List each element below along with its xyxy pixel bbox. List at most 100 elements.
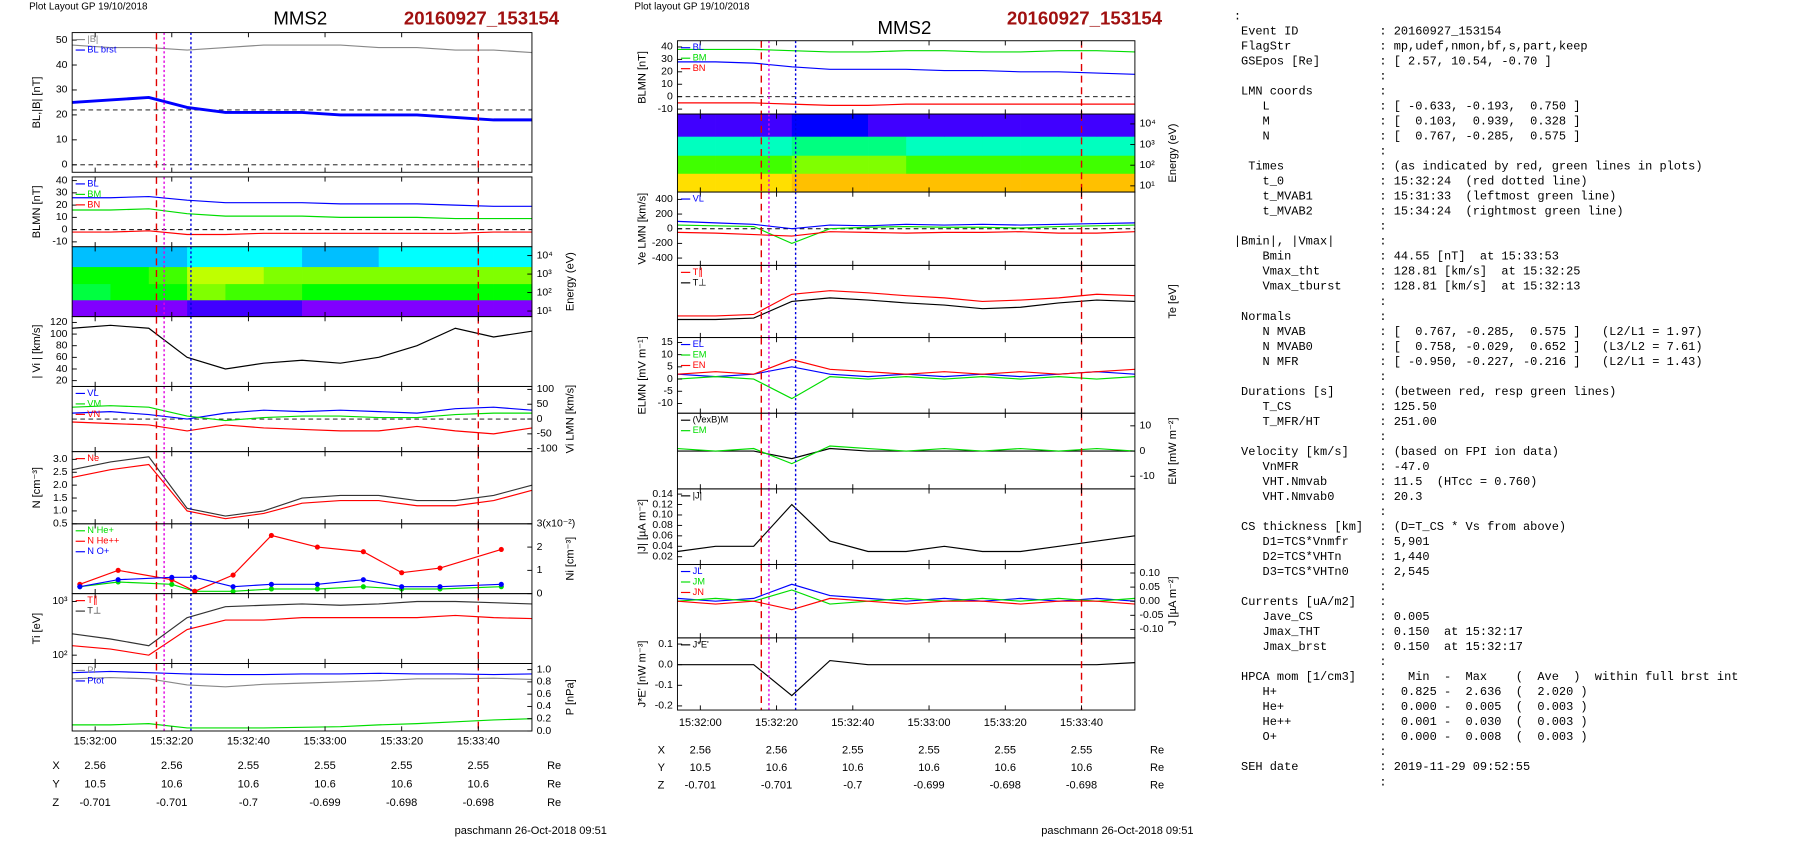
panel: 10² 10³ Ti [eV] T∥T⊥ <box>31 593 533 664</box>
ephemeris-value: 2.55 <box>238 760 260 772</box>
summary-value: : <box>1379 595 1386 609</box>
summary-key: D1=TCS*Vnmfr <box>1234 535 1349 549</box>
series-line <box>72 44 532 54</box>
spectrogram-cell <box>110 246 150 268</box>
y-axis-label: BLMN [nT] <box>31 185 43 238</box>
spectrogram-cell <box>1096 136 1136 156</box>
y-tick-label: 20 <box>661 67 673 78</box>
spectrogram-cell <box>944 173 983 193</box>
ephemeris-value: 2.56 <box>766 745 788 757</box>
spectrogram-cell <box>1058 136 1098 156</box>
spectrogram-cell <box>906 173 945 193</box>
ephemeris-value: 10.6 <box>766 762 788 774</box>
summary-value: : (as indicated by red, green lines in p… <box>1379 160 1702 174</box>
y-tick-label: 1.0 <box>53 506 68 517</box>
y-tick-label: -0.10 <box>1140 624 1164 635</box>
summary-key: N MVAB <box>1234 325 1306 339</box>
y-tick-label: 40 <box>56 60 68 71</box>
y-tick-label: 200 <box>655 209 673 220</box>
ephemeris-name: Y <box>52 778 60 790</box>
footer: paschmann 26-Oct-2018 09:51 <box>455 825 607 837</box>
spectrogram-cell <box>148 283 188 301</box>
y-tick-label: 0.05 <box>1140 582 1161 593</box>
summary-key: Jmax_brst <box>1234 640 1327 654</box>
spectrogram-cell <box>340 246 380 268</box>
summary-key: GSEpos [Re] <box>1234 55 1320 69</box>
y-tick-label: 10⁴ <box>537 250 553 261</box>
ephemeris-value: 10.6 <box>918 762 940 774</box>
panel: 0.020.040.060.080.100.120.14 |J| [µA m⁻²]… <box>636 488 1136 566</box>
spectrogram-cell <box>378 266 418 285</box>
y-tick-label: 10 <box>661 349 673 360</box>
spectrogram-cell <box>1096 155 1136 174</box>
legend-label: Pi <box>87 665 95 675</box>
ephemeris-value: 10.6 <box>842 762 864 774</box>
summary-key: Vmax_tht <box>1234 265 1320 279</box>
panel: 0 10 20 30 40 50 BL,|B| [nT] |B|BL brst <box>31 32 533 173</box>
plot-header: Plot layout GP 19/10/2018 <box>634 2 750 13</box>
series-line <box>72 600 532 647</box>
legend-label: JM <box>693 576 705 586</box>
spectrogram-cell <box>72 283 111 301</box>
series-marker <box>498 546 504 552</box>
series-line <box>677 445 1135 465</box>
ephemeris-value: -0.698 <box>1066 780 1097 792</box>
x-tick-label: 15:33:20 <box>380 735 423 747</box>
ephemeris-value: 2.56 <box>161 760 183 772</box>
legend-label: JN <box>693 587 704 597</box>
y-tick-label: 10 <box>661 79 673 90</box>
spectrogram-cell <box>715 136 755 156</box>
summary-value: : <box>1379 655 1386 669</box>
ephemeris-value: 10.6 <box>995 762 1017 774</box>
summary-value: : <box>1379 370 1386 384</box>
summary-key: Normals <box>1234 310 1291 324</box>
summary-value: : 0.825 - 2.636 ( 2.020 ) <box>1379 685 1587 699</box>
spectrogram-cell <box>110 299 150 317</box>
spectrogram-cell <box>829 136 869 156</box>
series-marker <box>360 577 366 583</box>
summary-value: : <box>1379 775 1386 789</box>
ephemeris-value: 2.56 <box>84 760 106 772</box>
spectrogram-cell <box>455 283 494 301</box>
summary-value: : <box>1379 70 1386 84</box>
y-tick-label: 0 <box>667 91 673 102</box>
spectrogram-cell <box>829 173 869 193</box>
legend-label: BN <box>693 63 706 73</box>
y-axis-label: J*E' [nW m⁻³] <box>636 641 648 708</box>
series-marker <box>437 584 443 590</box>
series-marker <box>192 588 198 594</box>
spectrogram-cell <box>1058 155 1098 174</box>
summary-value: : -47.0 <box>1379 460 1429 474</box>
y-axis-label: J [µA m⁻²] <box>1167 576 1179 626</box>
series-marker <box>192 574 198 580</box>
spectrogram-cell <box>753 114 793 137</box>
legend-label: T∥ <box>87 595 97 605</box>
summary-value: : 251.00 <box>1379 415 1436 429</box>
panel: -10 0 10 EM [mW m⁻²] (VexB)MEM <box>676 412 1179 490</box>
series-line <box>677 224 1135 245</box>
panel: 10¹ 10² 10³ 10⁴ Energy (eV) <box>676 113 1179 193</box>
spectrogram-cell <box>493 246 533 268</box>
y-tick-label: 15 <box>661 337 673 348</box>
spectrogram-cell <box>340 266 380 285</box>
legend-label: |B| <box>87 34 98 44</box>
spectrogram-cell <box>302 246 341 268</box>
ephemeris-value: -0.701 <box>156 797 187 809</box>
summary-key: Bmin <box>1234 250 1291 264</box>
y-tick-label: -100 <box>537 443 558 454</box>
y-tick-label: -5 <box>663 386 672 397</box>
plot-title: MMS2 <box>878 17 932 38</box>
summary-key: VnMFR <box>1234 460 1299 474</box>
series-line <box>72 718 532 729</box>
spectrogram-cell <box>340 299 380 317</box>
legend-label: T⊥ <box>87 606 101 616</box>
series-line <box>72 405 532 422</box>
panel: -400 -200 0 200 400 Ve LMN [km/s] VL <box>636 191 1136 266</box>
y-tick-label: 10¹ <box>537 306 553 317</box>
panel: 10¹ 10² 10³ 10⁴ Energy (eV) <box>71 246 576 318</box>
spectrogram-cell <box>1020 136 1060 156</box>
series-line <box>677 102 1135 106</box>
